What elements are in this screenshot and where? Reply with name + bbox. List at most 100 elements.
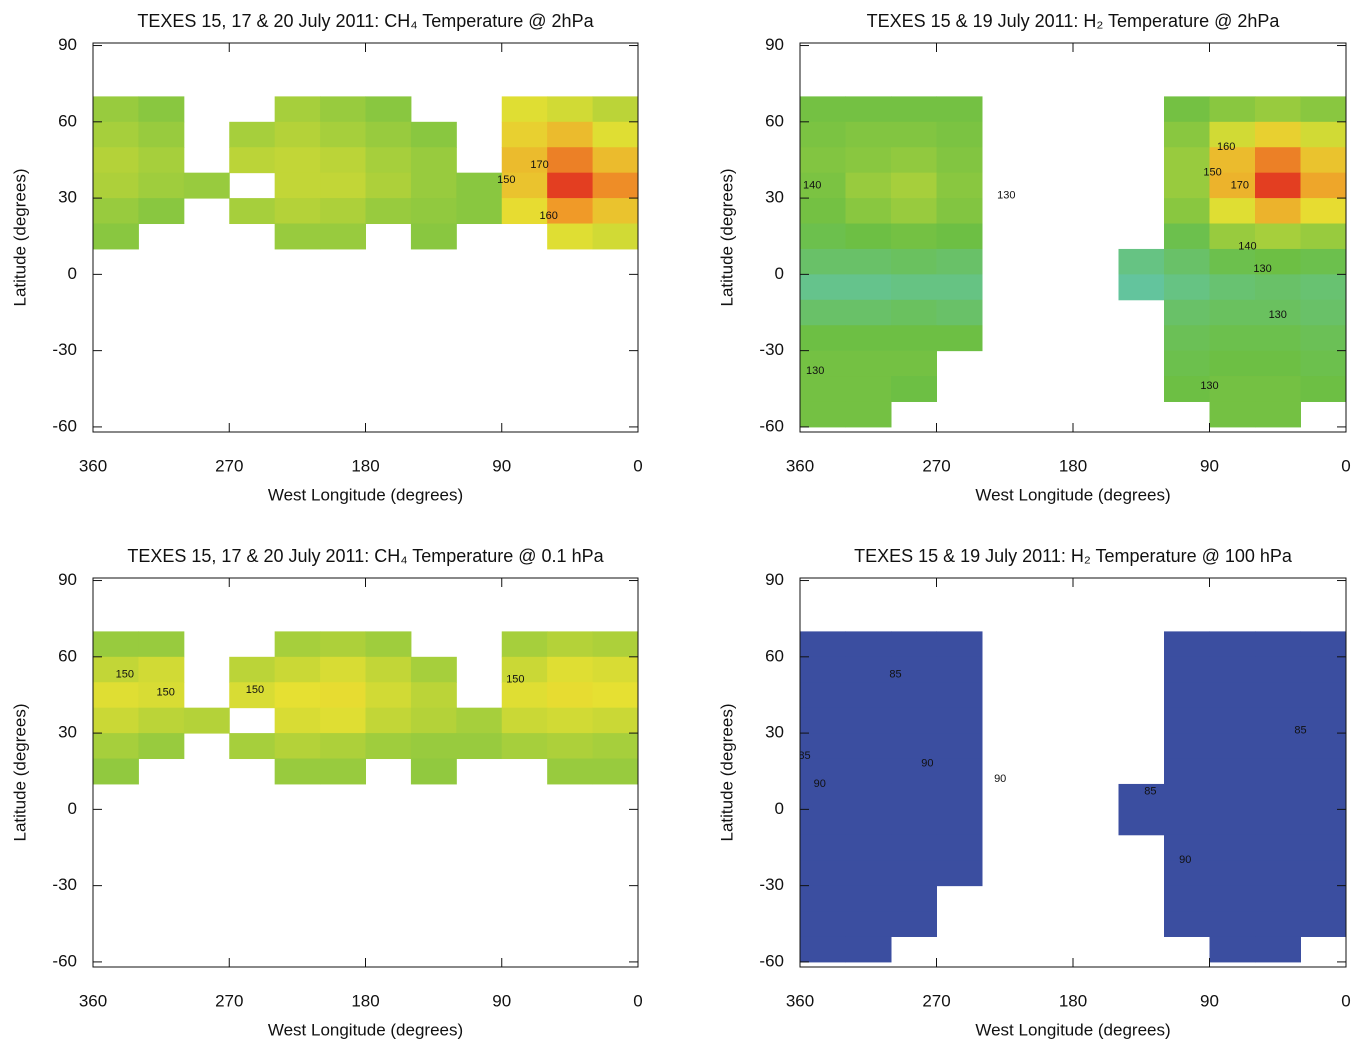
heat-cell [936, 121, 983, 148]
x-tick-label: 360 [79, 456, 107, 475]
heat-cell [1300, 631, 1346, 658]
heat-cell [274, 733, 321, 760]
heat-cell [320, 147, 366, 174]
y-tick-label: 60 [765, 646, 784, 665]
heat-cell [93, 121, 139, 148]
heat-cell [845, 631, 892, 658]
x-tick-label: 0 [633, 991, 642, 1010]
heat-cell [845, 860, 892, 887]
heat-cell [274, 147, 321, 174]
heat-cell [800, 350, 846, 377]
heat-cell [501, 147, 548, 174]
heat-cell [891, 911, 937, 937]
heat-cell [891, 834, 937, 861]
x-tick-label: 0 [1341, 456, 1350, 475]
heat-cell [1209, 860, 1256, 887]
y-tick-label: 30 [58, 723, 77, 742]
heat-cell [547, 223, 594, 250]
heat-cell [410, 147, 457, 174]
heat-cell [592, 656, 638, 683]
contour-label: 85 [1294, 724, 1306, 736]
heat-cell [891, 248, 937, 275]
heat-cell [501, 631, 548, 658]
panel: 85 85 90 90 90 85 85 90 360 270 180 90 0 -60 -30 0 30 60 9… [717, 546, 1350, 1040]
heat-cell [1300, 783, 1346, 810]
y-tick-label: 30 [765, 188, 784, 207]
y-tick-label: 0 [68, 264, 77, 283]
heat-cell [410, 172, 457, 199]
heat-cell [1255, 834, 1301, 861]
heat-cell [93, 147, 139, 174]
heat-cell [936, 223, 983, 250]
heat-cell [1209, 121, 1256, 148]
heat-cell [547, 656, 594, 683]
heat-cell [1300, 325, 1346, 352]
heat-cell [93, 223, 139, 250]
heat-cell [936, 631, 983, 658]
y-tick-label: 0 [68, 799, 77, 818]
y-tick-label: 90 [58, 35, 77, 54]
y-tick-label: 60 [58, 646, 77, 665]
heat-cell [800, 274, 846, 301]
contour-label: 130 [1200, 380, 1218, 392]
heat-cell [229, 733, 276, 760]
y-tick-label: -30 [759, 340, 784, 359]
heat-cell [365, 198, 412, 225]
heat-cell [1300, 860, 1346, 887]
heat-cell [501, 682, 548, 709]
heat-cell [1255, 248, 1301, 275]
y-tick-label: 30 [58, 188, 77, 207]
plot-area: 150 150 150 150 [93, 631, 638, 785]
heat-cell [138, 733, 185, 760]
heat-cell [1164, 758, 1210, 785]
heat-cell [1255, 733, 1301, 760]
plot-area: 140 150 160 170 140 130 130 130 130 130 [800, 96, 1346, 428]
heat-cell [592, 198, 638, 225]
heat-cell [274, 707, 321, 734]
heat-cell [800, 631, 846, 658]
heat-cell [501, 198, 548, 225]
heat-cell [845, 707, 892, 734]
heat-cell [1209, 885, 1256, 912]
heat-cell [1118, 274, 1165, 301]
heat-cell [1300, 96, 1346, 123]
heat-cell [547, 198, 594, 225]
heat-cell [936, 96, 983, 123]
heat-cell [365, 707, 412, 734]
heat-cell [845, 911, 892, 937]
heat-cell [93, 631, 139, 658]
contour-label: 90 [1179, 854, 1191, 866]
heat-cell [1255, 631, 1301, 658]
heat-cell [547, 707, 594, 734]
heat-cell [183, 172, 230, 199]
heat-cell [547, 631, 594, 658]
panel: 150 150 150 150 360 270 180 90 0 -60 -30 0 30 60 90 TEX… [10, 546, 642, 1040]
x-axis-label: West Longitude (degrees) [975, 485, 1170, 504]
heat-cell [547, 682, 594, 709]
x-tick-label: 90 [492, 456, 511, 475]
heat-cell [891, 809, 937, 836]
heat-cell [891, 733, 937, 760]
heat-cell [845, 350, 892, 377]
heat-cell [1300, 147, 1346, 174]
heat-cell [1209, 401, 1256, 428]
x-tick-label: 360 [786, 991, 814, 1010]
heat-cell [800, 147, 846, 174]
heat-cell [1209, 376, 1256, 402]
heat-cell [891, 758, 937, 785]
heat-cell [1255, 350, 1301, 377]
y-tick-label: -60 [52, 416, 77, 435]
heat-cell [845, 96, 892, 123]
y-tick-label: 90 [58, 570, 77, 589]
heat-cell [1164, 783, 1210, 810]
heat-cell [320, 223, 366, 250]
heat-cell [891, 223, 937, 250]
heat-cell [1164, 860, 1210, 887]
heat-cell [320, 631, 366, 658]
heat-cell [845, 733, 892, 760]
x-tick-label: 270 [215, 456, 243, 475]
heat-cell [365, 96, 412, 123]
heat-cell [547, 96, 594, 123]
heat-cell [592, 733, 638, 760]
heat-cell [1209, 733, 1256, 760]
